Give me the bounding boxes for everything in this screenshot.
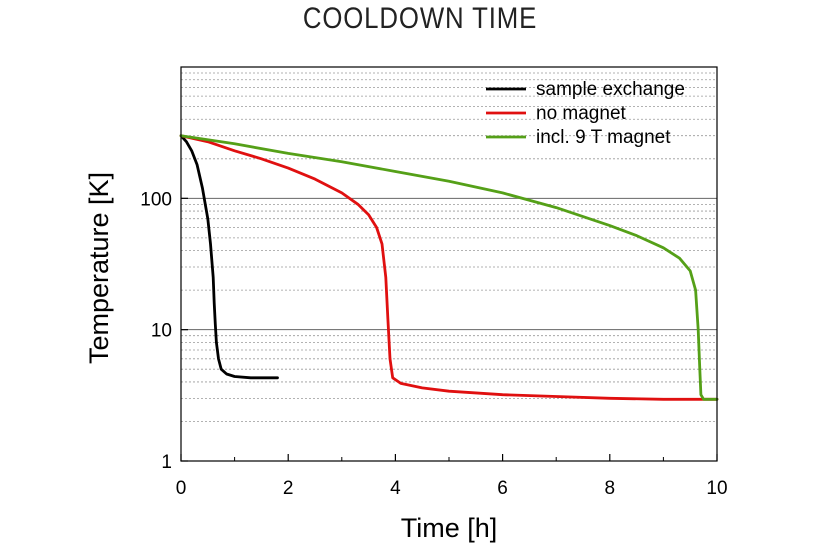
chart-title: COOLDOWN TIME — [302, 2, 538, 35]
series-line-2 — [179, 134, 719, 401]
x-tick-label: 2 — [283, 478, 294, 499]
tick-layer: 0 2 4 6 8 10 1 10 100 — [140, 189, 727, 499]
series-line-3 — [179, 134, 719, 401]
series-line-1 — [179, 134, 279, 380]
y-tick-label: 1 — [161, 452, 172, 473]
legend-label-1: sample exchange — [536, 79, 685, 100]
legend: sample exchange no magnet incl. 9 T magnet — [486, 79, 685, 148]
y-tick-label: 100 — [140, 189, 172, 210]
x-tick-label: 8 — [605, 478, 616, 499]
x-tick-label: 6 — [497, 478, 508, 499]
x-axis-label: Time [h] — [401, 513, 498, 543]
y-tick-label: 10 — [151, 321, 172, 342]
x-tick-label: 10 — [706, 478, 727, 499]
y-axis-label: Temperature [K] — [84, 172, 114, 364]
x-tick-label: 4 — [390, 478, 401, 499]
plot-layer — [179, 134, 719, 401]
x-tick-label: 0 — [176, 478, 187, 499]
legend-label-3: incl. 9 T magnet — [536, 127, 671, 148]
legend-label-2: no magnet — [536, 103, 627, 124]
grid-layer — [181, 72, 717, 422]
